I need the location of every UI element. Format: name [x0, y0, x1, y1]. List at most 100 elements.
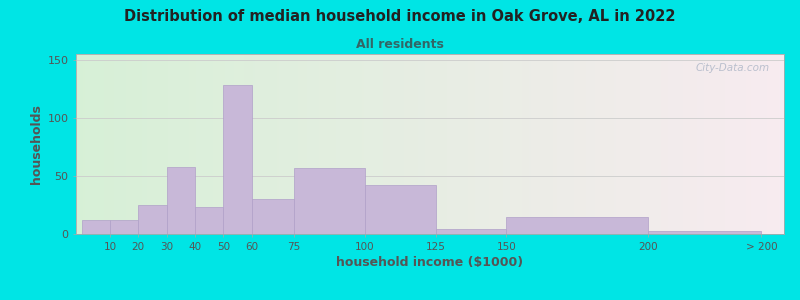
Bar: [442, 54, 444, 234]
Bar: [102, 54, 104, 234]
Bar: [187, 54, 190, 234]
Bar: [365, 185, 436, 234]
Bar: [294, 168, 365, 234]
Bar: [470, 54, 473, 234]
Bar: [553, 54, 555, 234]
Text: City-Data.com: City-Data.com: [696, 63, 770, 73]
Text: All residents: All residents: [356, 38, 444, 50]
Bar: [166, 167, 195, 234]
Bar: [366, 54, 369, 234]
Bar: [654, 54, 657, 234]
Bar: [623, 54, 626, 234]
Bar: [267, 54, 270, 234]
Bar: [484, 54, 486, 234]
Bar: [354, 54, 357, 234]
Bar: [168, 54, 170, 234]
Bar: [607, 54, 610, 234]
Bar: [501, 54, 503, 234]
Bar: [630, 54, 633, 234]
Bar: [727, 54, 730, 234]
Bar: [300, 54, 302, 234]
Bar: [779, 54, 782, 234]
Bar: [394, 54, 397, 234]
Bar: [402, 54, 404, 234]
Bar: [118, 54, 121, 234]
Bar: [446, 54, 449, 234]
Bar: [436, 230, 506, 234]
Bar: [541, 54, 543, 234]
Bar: [135, 54, 138, 234]
Bar: [567, 54, 570, 234]
Bar: [95, 54, 98, 234]
Bar: [392, 54, 394, 234]
Bar: [163, 54, 166, 234]
Bar: [166, 54, 168, 234]
Bar: [404, 54, 406, 234]
Bar: [473, 54, 475, 234]
Bar: [109, 54, 111, 234]
Bar: [720, 54, 722, 234]
Bar: [670, 54, 673, 234]
Bar: [598, 54, 600, 234]
Bar: [305, 54, 307, 234]
Bar: [714, 54, 715, 234]
Bar: [282, 54, 284, 234]
Bar: [128, 54, 130, 234]
Bar: [192, 54, 194, 234]
Bar: [692, 54, 694, 234]
Bar: [685, 54, 687, 234]
Bar: [345, 54, 347, 234]
Bar: [190, 54, 192, 234]
Bar: [239, 54, 242, 234]
Bar: [385, 54, 387, 234]
Bar: [336, 54, 338, 234]
Bar: [227, 54, 230, 234]
Bar: [409, 54, 411, 234]
Bar: [243, 54, 246, 234]
Bar: [423, 54, 426, 234]
Bar: [242, 54, 243, 234]
Bar: [494, 54, 496, 234]
Bar: [706, 54, 709, 234]
Bar: [538, 54, 541, 234]
Bar: [426, 54, 428, 234]
Bar: [182, 54, 185, 234]
Bar: [581, 54, 583, 234]
Bar: [662, 54, 664, 234]
Bar: [571, 54, 574, 234]
Bar: [76, 54, 78, 234]
Bar: [466, 54, 468, 234]
Bar: [362, 54, 364, 234]
Bar: [463, 54, 466, 234]
Bar: [600, 54, 602, 234]
Bar: [732, 54, 734, 234]
Bar: [149, 54, 151, 234]
Bar: [578, 54, 581, 234]
Bar: [550, 54, 553, 234]
Bar: [722, 54, 725, 234]
Text: Distribution of median household income in Oak Grove, AL in 2022: Distribution of median household income …: [124, 9, 676, 24]
Bar: [329, 54, 331, 234]
Bar: [90, 54, 93, 234]
Bar: [185, 54, 187, 234]
Bar: [737, 54, 739, 234]
Bar: [232, 54, 234, 234]
Bar: [154, 54, 156, 234]
Bar: [699, 54, 702, 234]
Bar: [258, 54, 260, 234]
Bar: [374, 54, 376, 234]
Bar: [78, 54, 81, 234]
Bar: [711, 54, 714, 234]
Bar: [277, 54, 279, 234]
Bar: [744, 54, 746, 234]
Bar: [626, 54, 628, 234]
Bar: [288, 54, 290, 234]
Bar: [675, 54, 678, 234]
Bar: [428, 54, 430, 234]
Bar: [357, 54, 359, 234]
Bar: [279, 54, 282, 234]
Bar: [260, 54, 262, 234]
Bar: [342, 54, 345, 234]
Bar: [359, 54, 362, 234]
Bar: [418, 54, 421, 234]
